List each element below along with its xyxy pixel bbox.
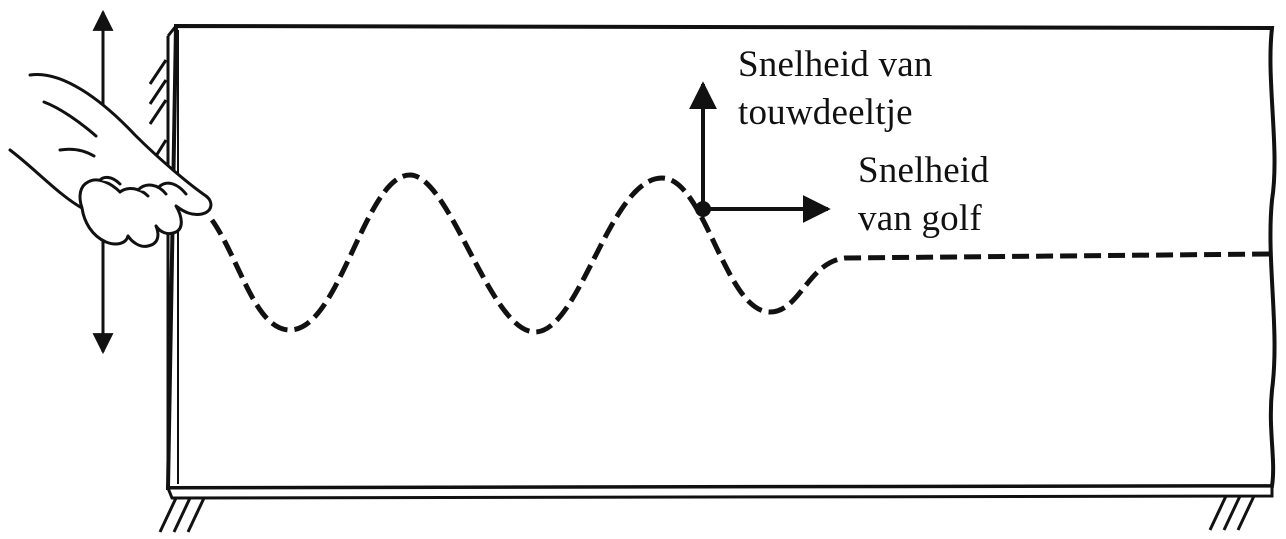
wave-velocity-label-line1: Snelheid: [858, 150, 990, 191]
particle-velocity-label-line2: touwdeeltje: [738, 92, 913, 133]
table-front-edge: [165, 23, 1277, 491]
particle-velocity-label-line1: Snelheid van: [738, 44, 933, 85]
table: [148, 23, 1277, 533]
table-bottom-lip: [165, 484, 1274, 500]
table-left-thickness: [166, 25, 178, 37]
table-leg-right: [1208, 495, 1256, 531]
wave-velocity-label-line2: van golf: [858, 198, 982, 239]
hand-holding-rope-icon: [8, 72, 213, 248]
wall-hatching: [148, 59, 168, 157]
rope-wave: [209, 172, 1271, 335]
table-leg-left: [158, 497, 206, 533]
